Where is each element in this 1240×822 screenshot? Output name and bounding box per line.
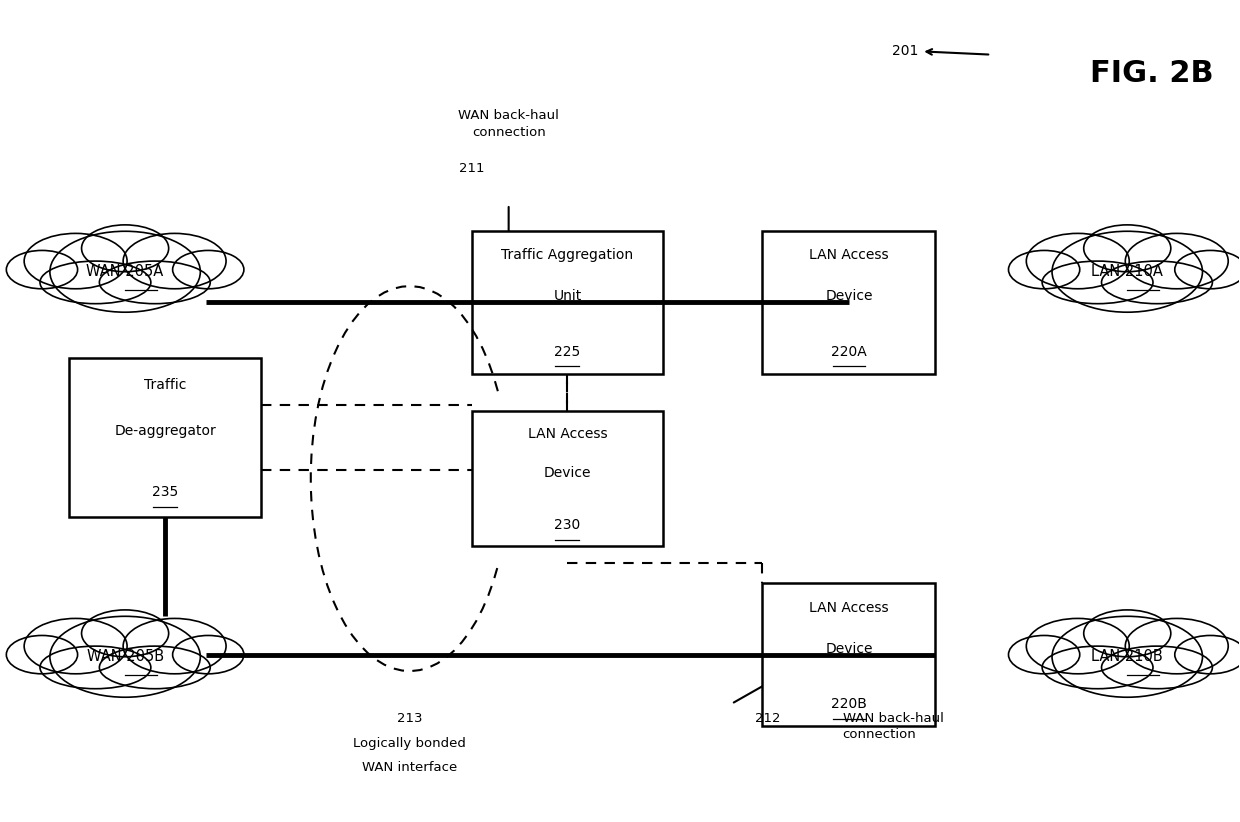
Ellipse shape xyxy=(6,635,78,674)
Bar xyxy=(471,231,663,374)
Ellipse shape xyxy=(1042,646,1153,689)
Ellipse shape xyxy=(24,233,126,289)
Text: Traffic Aggregation: Traffic Aggregation xyxy=(501,248,634,262)
Text: LAN 210A: LAN 210A xyxy=(1091,264,1163,279)
Bar xyxy=(763,583,935,727)
Ellipse shape xyxy=(1027,233,1130,289)
Ellipse shape xyxy=(1084,610,1171,657)
Ellipse shape xyxy=(82,610,169,657)
Text: 220B: 220B xyxy=(831,697,867,711)
Ellipse shape xyxy=(172,635,244,674)
Ellipse shape xyxy=(40,261,151,303)
Ellipse shape xyxy=(1174,635,1240,674)
Text: Traffic: Traffic xyxy=(144,378,186,392)
Text: connection: connection xyxy=(471,126,546,139)
Ellipse shape xyxy=(123,618,226,674)
Ellipse shape xyxy=(1052,231,1203,312)
Text: 211: 211 xyxy=(459,163,485,175)
Bar xyxy=(763,231,935,374)
Text: WAN interface: WAN interface xyxy=(362,761,458,774)
Ellipse shape xyxy=(6,251,78,289)
Text: LAN Access: LAN Access xyxy=(527,427,608,441)
Text: WAN 205B: WAN 205B xyxy=(87,649,164,664)
Ellipse shape xyxy=(1084,225,1171,272)
Ellipse shape xyxy=(99,646,211,689)
Text: 225: 225 xyxy=(554,344,580,358)
Text: Logically bonded: Logically bonded xyxy=(353,737,466,750)
Text: FIG. 2B: FIG. 2B xyxy=(1090,58,1214,88)
Ellipse shape xyxy=(172,251,244,289)
Ellipse shape xyxy=(50,616,201,697)
Ellipse shape xyxy=(1052,616,1203,697)
Text: Device: Device xyxy=(825,289,873,303)
Ellipse shape xyxy=(40,646,151,689)
Text: WAN 205A: WAN 205A xyxy=(87,264,164,279)
Text: WAN back-haul: WAN back-haul xyxy=(459,109,559,122)
Text: Device: Device xyxy=(543,466,591,480)
Text: connection: connection xyxy=(843,728,916,741)
Ellipse shape xyxy=(1008,635,1080,674)
Text: Unit: Unit xyxy=(553,289,582,303)
Text: LAN Access: LAN Access xyxy=(808,248,889,262)
Ellipse shape xyxy=(99,261,211,303)
Ellipse shape xyxy=(1008,251,1080,289)
Ellipse shape xyxy=(1042,261,1153,303)
Text: WAN back-haul: WAN back-haul xyxy=(843,712,944,725)
Ellipse shape xyxy=(1101,646,1213,689)
Ellipse shape xyxy=(1027,618,1130,674)
Text: LAN Access: LAN Access xyxy=(808,601,889,615)
Text: 212: 212 xyxy=(755,712,781,725)
Text: LAN 210B: LAN 210B xyxy=(1091,649,1163,664)
Text: 201: 201 xyxy=(893,44,988,58)
Ellipse shape xyxy=(123,233,226,289)
Ellipse shape xyxy=(1125,618,1228,674)
Text: 213: 213 xyxy=(397,712,423,725)
Text: 230: 230 xyxy=(554,518,580,532)
Ellipse shape xyxy=(24,618,126,674)
Ellipse shape xyxy=(1101,261,1213,303)
Ellipse shape xyxy=(82,225,169,272)
Text: 235: 235 xyxy=(153,486,179,500)
Text: 220A: 220A xyxy=(831,344,867,358)
Text: Device: Device xyxy=(825,642,873,656)
Bar xyxy=(69,358,262,518)
Ellipse shape xyxy=(1125,233,1228,289)
Bar xyxy=(471,411,663,546)
Text: De-aggregator: De-aggregator xyxy=(114,424,216,438)
Ellipse shape xyxy=(50,231,201,312)
Ellipse shape xyxy=(1174,251,1240,289)
